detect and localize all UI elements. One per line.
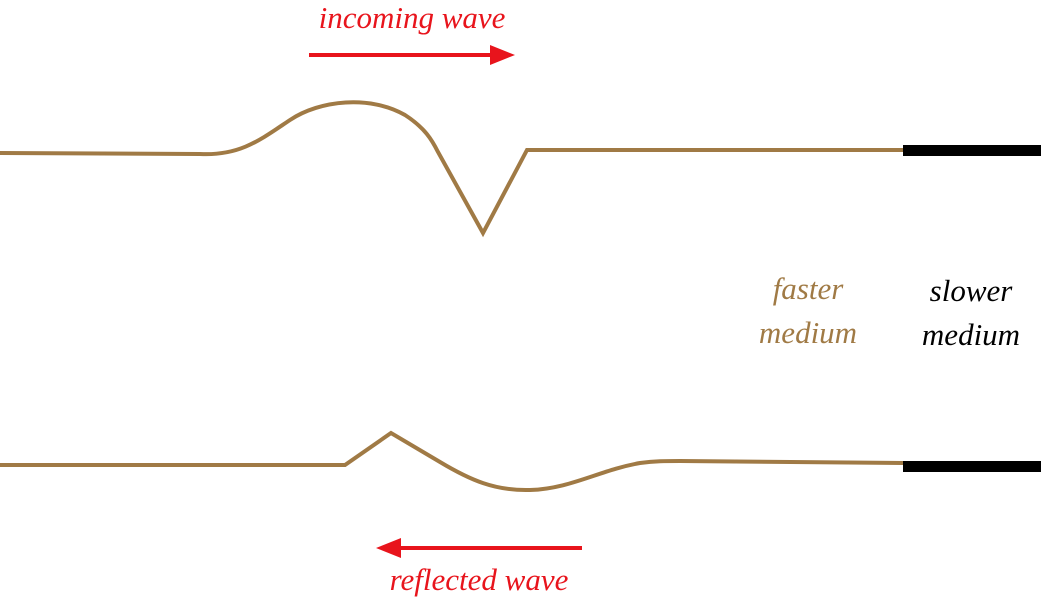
reflected-string: [0, 430, 904, 493]
slower-medium-string: [903, 145, 1041, 156]
faster-medium-label: faster: [773, 271, 845, 306]
slower-medium-string: [903, 461, 1041, 472]
incoming-label: incoming wave: [319, 0, 506, 35]
incoming-string: [0, 100, 903, 238]
slower-medium-label: medium: [922, 317, 1020, 352]
incoming-arrow-head: [490, 45, 515, 65]
slower-medium-label: slower: [930, 273, 1014, 308]
faster-medium-label: medium: [759, 315, 857, 350]
reflected-label: reflected wave: [390, 562, 569, 597]
reflected-arrow-head: [376, 538, 401, 558]
